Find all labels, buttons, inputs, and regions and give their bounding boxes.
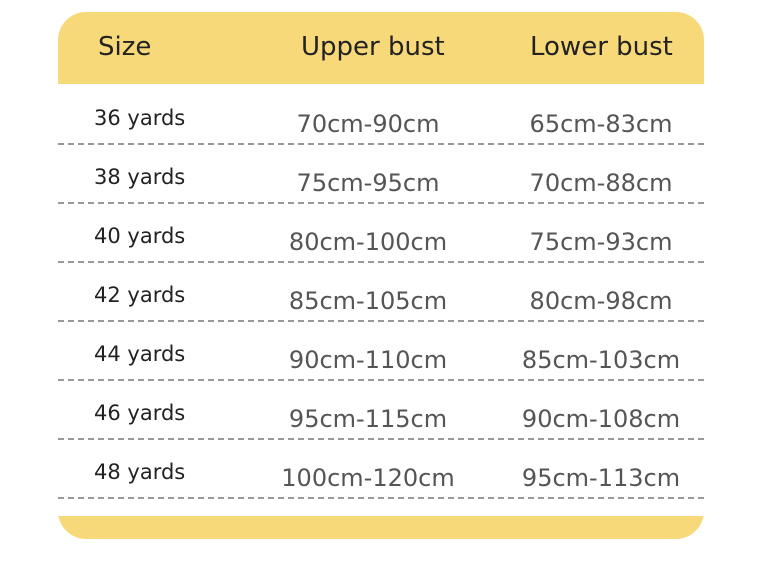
table-cell: 95cm-113cm bbox=[521, 464, 681, 492]
table-cell: 80cm-98cm bbox=[529, 287, 673, 315]
header: Size Upper bust Lower bust bbox=[58, 12, 704, 84]
table-row: 42 yards 85cm-105cm 80cm-98cm bbox=[58, 261, 704, 322]
table-cell: 95cm-115cm bbox=[288, 405, 448, 433]
table-body: 36 yards 70cm-90cm 65cm-83cm 38 yards 75cm-9… bbox=[58, 84, 704, 516]
header-cell: Lower bust bbox=[530, 32, 673, 62]
table-cell: 65cm-83cm bbox=[529, 110, 673, 138]
table-row: 40 yards 80cm-100cm 75cm-93cm bbox=[58, 202, 704, 263]
table-cell: 38 yards bbox=[94, 165, 186, 189]
table-cell: 80cm-100cm bbox=[288, 228, 448, 256]
header-cell: Upper bust bbox=[301, 32, 445, 62]
table-cell: 70cm-88cm bbox=[529, 169, 673, 197]
table-row: 48 yards 100cm-120cm 95cm-113cm bbox=[58, 438, 704, 499]
table-cell: 70cm-90cm bbox=[296, 110, 440, 138]
table-cell: 44 yards bbox=[94, 342, 186, 366]
table-cell: 90cm-108cm bbox=[521, 405, 681, 433]
table-row: 44 yards 90cm-110cm 85cm-103cm bbox=[58, 320, 704, 381]
table-cell: 40 yards bbox=[94, 224, 186, 248]
table-cell: 46 yards bbox=[94, 401, 186, 425]
table-cell: 36 yards bbox=[94, 106, 186, 130]
table-row: 46 yards 95cm-115cm 90cm-108cm bbox=[58, 379, 704, 440]
table-cell: 100cm-120cm bbox=[281, 464, 455, 492]
size-table: Size Upper bust Lower bust 36 yards 70cm-… bbox=[58, 12, 704, 539]
header-cell: Size bbox=[98, 32, 152, 62]
table-cell: 42 yards bbox=[94, 283, 186, 307]
table-cell: 85cm-105cm bbox=[288, 287, 448, 315]
table-cell: 90cm-110cm bbox=[288, 346, 448, 374]
table-row: 38 yards 75cm-95cm 70cm-88cm bbox=[58, 143, 704, 204]
table-cell: 75cm-93cm bbox=[529, 228, 673, 256]
table-cell: 85cm-103cm bbox=[521, 346, 681, 374]
table-cell: 75cm-95cm bbox=[296, 169, 440, 197]
table-row: 36 yards 70cm-90cm 65cm-83cm bbox=[58, 84, 704, 145]
table-cell: 48 yards bbox=[94, 460, 186, 484]
